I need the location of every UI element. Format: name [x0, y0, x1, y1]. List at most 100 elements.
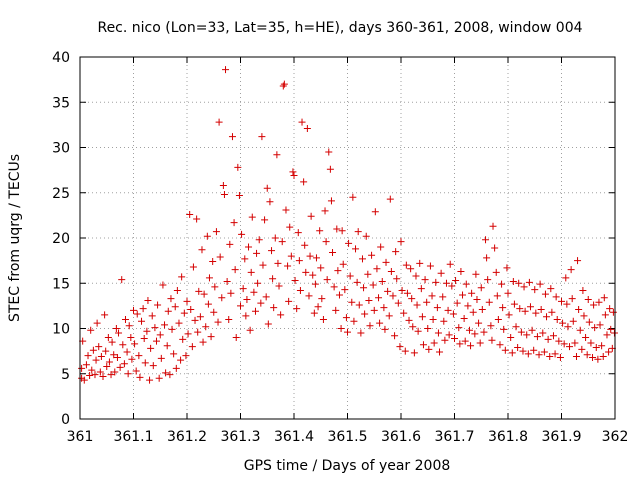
- data-point: [204, 300, 212, 308]
- data-point: [118, 276, 126, 284]
- data-point: [284, 262, 292, 270]
- data-point: [155, 374, 163, 382]
- data-point: [521, 307, 529, 315]
- data-point: [582, 334, 590, 342]
- data-point: [223, 277, 231, 285]
- data-point: [143, 327, 151, 335]
- data-point: [555, 337, 563, 345]
- data-point: [227, 289, 235, 297]
- data-point: [99, 372, 107, 380]
- data-point: [263, 184, 271, 192]
- data-point: [294, 229, 302, 237]
- data-point: [266, 198, 274, 206]
- data-point: [467, 342, 475, 350]
- data-point: [140, 334, 148, 342]
- data-point: [580, 312, 588, 320]
- y-tick-label: 25: [52, 186, 70, 202]
- data-point: [116, 363, 124, 371]
- data-point: [135, 352, 143, 360]
- data-point: [215, 118, 223, 126]
- data-point: [461, 337, 469, 345]
- data-point: [369, 281, 377, 289]
- data-point: [317, 264, 325, 272]
- data-point: [337, 325, 345, 332]
- data-point: [603, 331, 611, 339]
- data-point: [310, 309, 318, 317]
- data-point: [200, 290, 208, 298]
- data-point: [111, 368, 119, 376]
- data-point: [211, 283, 219, 291]
- data-point: [184, 330, 192, 338]
- data-point: [125, 322, 133, 330]
- data-point: [357, 329, 365, 337]
- data-point: [536, 280, 544, 288]
- data-point: [84, 352, 92, 360]
- data-point: [133, 310, 141, 318]
- data-point: [576, 326, 584, 334]
- data-point: [475, 319, 483, 327]
- data-point: [269, 275, 277, 283]
- data-point: [517, 328, 525, 336]
- y-tick-label: 0: [61, 412, 70, 428]
- data-point: [408, 295, 416, 303]
- data-point: [590, 301, 598, 309]
- data-point: [91, 371, 99, 379]
- data-point: [567, 266, 575, 274]
- data-point: [373, 265, 381, 273]
- data-point: [146, 376, 154, 384]
- data-point: [484, 276, 492, 284]
- data-point: [439, 293, 447, 301]
- data-point: [178, 273, 186, 281]
- data-point: [300, 178, 308, 186]
- data-point: [230, 219, 238, 227]
- data-point: [591, 324, 599, 332]
- data-point: [103, 363, 111, 371]
- data-point: [396, 343, 404, 351]
- data-point: [549, 332, 557, 340]
- data-point: [268, 247, 276, 255]
- x-tick-label: 361.8: [488, 429, 528, 445]
- data-point: [341, 286, 349, 294]
- data-point: [112, 325, 120, 332]
- data-point: [589, 353, 597, 361]
- data-point: [153, 337, 161, 345]
- data-point: [130, 306, 137, 314]
- data-point: [609, 308, 617, 316]
- data-point: [472, 270, 480, 278]
- data-point: [436, 348, 444, 356]
- x-tick-label: 361: [67, 429, 94, 445]
- data-point: [473, 296, 481, 304]
- data-point: [360, 284, 368, 292]
- data-point: [179, 335, 187, 343]
- data-point: [199, 338, 207, 346]
- data-point: [194, 328, 202, 336]
- data-point: [228, 133, 236, 141]
- data-point: [301, 241, 309, 249]
- data-point: [512, 323, 520, 331]
- data-point: [166, 371, 174, 379]
- data-point: [492, 268, 500, 276]
- data-point: [191, 316, 199, 324]
- data-point: [433, 304, 441, 312]
- data-point: [398, 286, 406, 294]
- data-point: [86, 372, 94, 380]
- data-point: [234, 163, 242, 171]
- data-point: [547, 285, 555, 293]
- data-point: [319, 315, 327, 323]
- data-point: [487, 322, 495, 330]
- x-tick-label: 361.4: [274, 429, 314, 445]
- data-point: [381, 325, 389, 333]
- data-point: [429, 315, 437, 323]
- data-point: [293, 305, 301, 313]
- data-point: [305, 292, 313, 300]
- data-point: [330, 283, 338, 291]
- data-point: [245, 243, 253, 251]
- data-point: [516, 305, 524, 313]
- data-point: [279, 82, 287, 90]
- data-point: [377, 243, 385, 251]
- data-point: [339, 260, 347, 268]
- data-point: [564, 323, 572, 331]
- data-point: [543, 313, 551, 321]
- data-point: [325, 148, 333, 156]
